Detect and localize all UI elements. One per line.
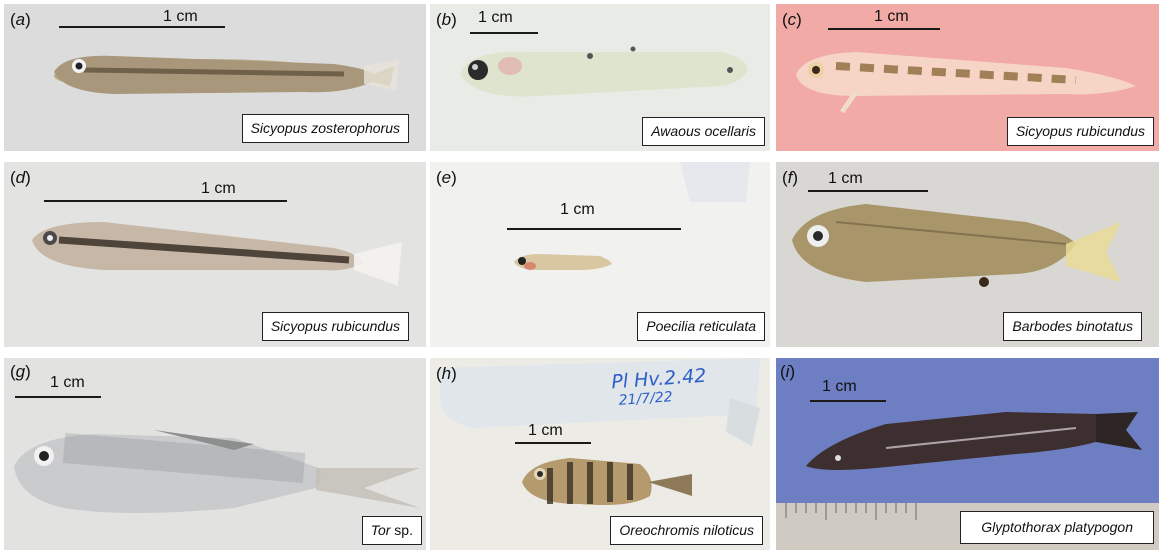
panel-label: (a) — [10, 10, 31, 29]
species-label: Poecilia reticulata — [637, 312, 765, 341]
species-label: Barbodes binotatus — [1003, 312, 1142, 341]
fish-image-g — [14, 430, 420, 513]
scale-bar — [810, 400, 886, 402]
panel-g: (g) 1 cm Tor sp. — [4, 358, 426, 550]
panel-i: (i) 1 cm Glyptothorax platypogon — [776, 358, 1159, 550]
scale-bar-label: 1 cm — [828, 170, 863, 187]
species-label: Oreochromis niloticus — [610, 516, 763, 545]
scale-bar-label: 1 cm — [163, 8, 198, 25]
scale-bar-label: 1 cm — [201, 180, 236, 197]
panel-label: (d) — [10, 168, 31, 187]
panel-h: (h) Pl Hv.2.42 21/7/22 1 cm Oreochromis … — [430, 358, 770, 550]
scale-bar — [15, 396, 101, 398]
scale-bar — [507, 228, 681, 230]
panel-label: (c) — [782, 10, 802, 29]
scale-bar — [515, 442, 591, 444]
species-label: Awaous ocellaris — [642, 117, 765, 146]
species-label: Sicyopus rubicundus — [261, 312, 409, 341]
fish-image-c — [796, 52, 1136, 114]
fish-image-e — [514, 162, 750, 270]
panel-label: (g) — [10, 362, 31, 381]
panel-e: (e) 1 cm Poecilia reticulata — [430, 162, 770, 347]
scale-bar — [44, 200, 287, 202]
panel-d: (d) 1 cm Sicyopus rubicundus — [4, 162, 426, 347]
panel-label: (f) — [782, 168, 799, 187]
panel-a: (a) 1 cm Sicyopus zosterophorus — [4, 4, 426, 151]
tube-label-text: Pl Hv.2.42 21/7/22 — [611, 365, 709, 412]
fish-image-f — [792, 204, 1121, 287]
species-label: Sicyopus rubicundus — [1006, 117, 1154, 146]
fish-image-a — [54, 55, 399, 94]
scale-bar — [470, 32, 538, 34]
panel-label: (e) — [436, 168, 457, 187]
species-label: Sicyopus zosterophorus — [241, 114, 409, 143]
panel-label: (h) — [436, 364, 457, 383]
scale-bar — [59, 26, 225, 28]
scale-bar-label: 1 cm — [874, 8, 909, 25]
scale-bar — [828, 28, 940, 30]
panel-b: (b) 1 cm Awaous ocellaris — [430, 4, 770, 151]
fish-image-h — [440, 358, 760, 505]
scale-bar-label: 1 cm — [560, 201, 595, 218]
panel-f: (f) 1 cm Barbodes binotatus — [776, 162, 1159, 347]
scale-bar-label: 1 cm — [822, 378, 857, 395]
fish-image-b — [460, 46, 748, 97]
scale-bar-label: 1 cm — [528, 422, 563, 439]
scale-bar — [808, 190, 928, 192]
species-label: Tor sp. — [361, 516, 422, 545]
panel-label: (i) — [780, 362, 796, 381]
scale-bar-label: 1 cm — [50, 374, 85, 391]
fish-image-d — [32, 222, 402, 286]
species-label: Glyptothorax platypogon — [960, 511, 1154, 544]
panel-label: (b) — [436, 10, 457, 29]
scale-bar-label: 1 cm — [478, 9, 513, 26]
panel-c: (c) 1 cm Sicyopus rubicundus — [776, 4, 1159, 151]
